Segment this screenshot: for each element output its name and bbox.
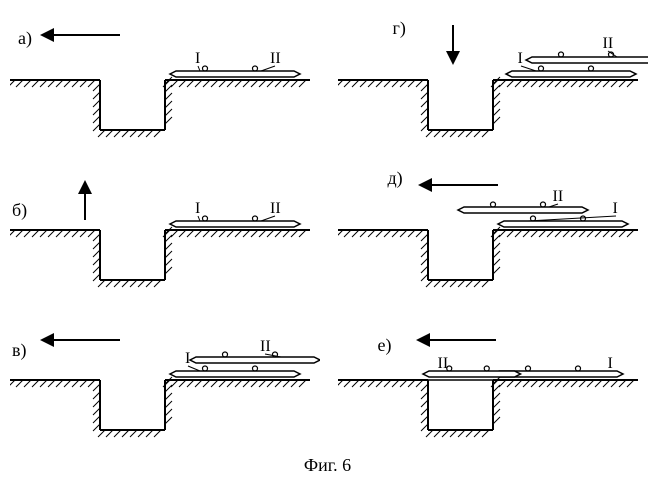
panel-b: б)III <box>10 160 318 300</box>
label-roman-one: I <box>608 355 613 373</box>
label-roman-two: II <box>260 338 271 356</box>
panel-v: в)III <box>10 310 318 450</box>
panel-e: е)III <box>338 310 646 450</box>
label-roman-two: II <box>270 200 281 218</box>
label-roman-one: I <box>185 350 190 368</box>
label-roman-one: I <box>195 50 200 68</box>
panel-letter: д) <box>388 168 403 189</box>
panel-g: г)III <box>338 10 646 150</box>
panel-letter: е) <box>378 335 392 356</box>
panel-letter: б) <box>12 200 27 221</box>
panel-letter: в) <box>12 340 27 361</box>
panel-letter: г) <box>393 18 406 39</box>
label-roman-one: I <box>613 200 618 218</box>
panel-svg <box>338 10 648 150</box>
panel-svg <box>10 160 320 300</box>
panel-d: д)III <box>338 160 646 300</box>
label-roman-two: II <box>270 50 281 68</box>
panel-svg <box>338 310 648 450</box>
label-roman-two: II <box>603 35 614 53</box>
panel-svg <box>10 10 320 150</box>
label-roman-one: I <box>518 50 523 68</box>
panel-svg <box>338 160 648 300</box>
label-roman-two: II <box>438 355 449 373</box>
panel-svg <box>10 310 320 450</box>
label-roman-one: I <box>195 200 200 218</box>
label-roman-two: II <box>553 188 564 206</box>
panel-letter: а) <box>18 28 32 49</box>
figure-caption: Фиг. 6 <box>10 455 645 476</box>
panel-a: а)III <box>10 10 318 150</box>
